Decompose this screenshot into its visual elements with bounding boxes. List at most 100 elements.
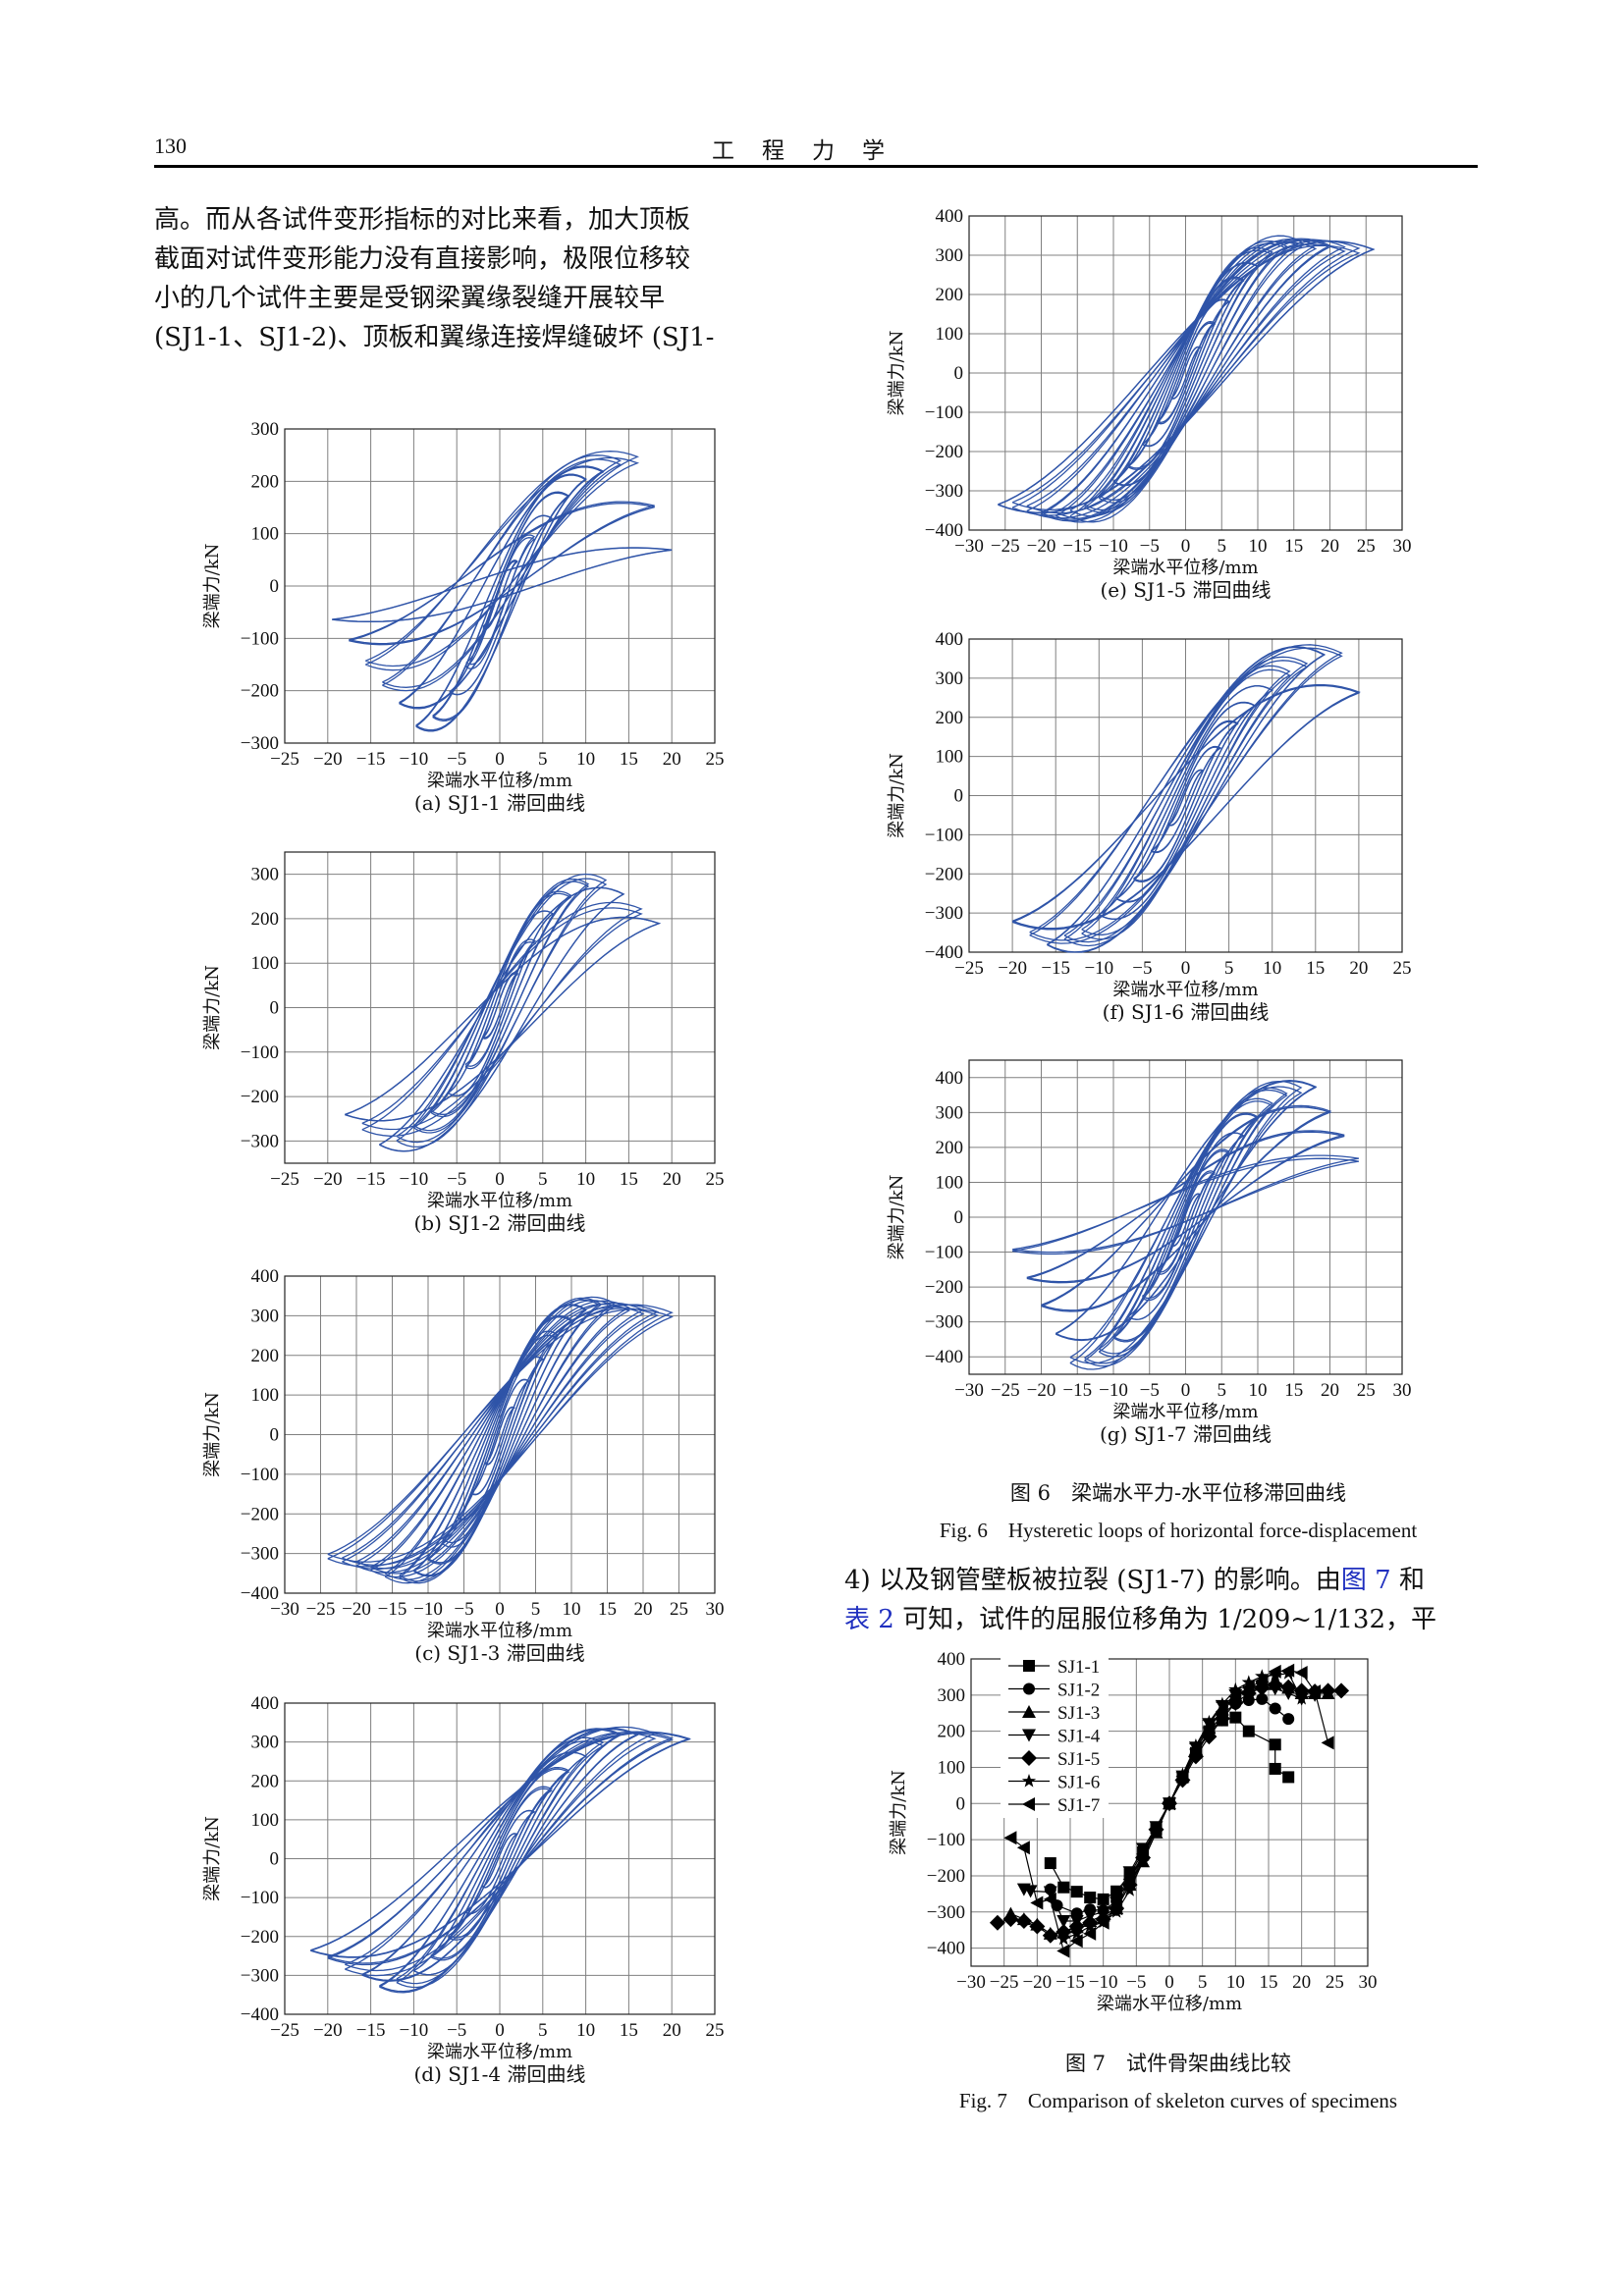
hysteresis-cycle-20: [1011, 684, 1361, 930]
y-tick-label: −400: [927, 1939, 965, 1959]
x-tick-label: −15: [1056, 1972, 1085, 1993]
legend-label: SJ1-4: [1057, 1727, 1101, 1747]
x-tick-label: −25: [306, 1599, 336, 1620]
y-tick-label: −100: [925, 825, 963, 845]
x-tick-label: −25: [990, 1972, 1019, 1993]
data-point: [1070, 1886, 1083, 1898]
y-tick-label: 400: [251, 1266, 280, 1287]
data-point: [1056, 1944, 1070, 1958]
y-tick-label: −300: [925, 903, 963, 924]
y-tick-label: −300: [241, 1965, 279, 1986]
hysteresis-cycle-26: [998, 240, 1376, 513]
data-point: [1242, 1725, 1255, 1737]
x-tick-label: 0: [1181, 958, 1191, 979]
x-tick-label: 15: [1260, 1972, 1278, 1993]
figure6-caption-en: Fig. 6 Hysteretic loops of horizontal fo…: [939, 1519, 1418, 1542]
x-tick-label: 30: [706, 1599, 725, 1620]
y-tick-label: −300: [925, 481, 963, 502]
body-text-span: 和: [1390, 1566, 1425, 1595]
x-tick-label: 30: [1393, 536, 1412, 557]
legend-entry: SJ1-3: [1008, 1703, 1100, 1724]
x-tick-label: 0: [1164, 1972, 1174, 1993]
x-tick-label: 10: [576, 1169, 595, 1190]
hysteresis-cycle-10: [415, 474, 587, 731]
hysteresis-cycle-14: [382, 454, 623, 692]
hysteresis-cycle-16: [361, 1728, 639, 1982]
x-tick-label: −20: [313, 1169, 343, 1190]
x-tick-label: 25: [1357, 1380, 1376, 1401]
x-tick-label: 25: [706, 749, 725, 770]
plot-frame: [968, 1059, 1403, 1375]
y-axis-title: 梁端力/kN: [889, 1770, 909, 1855]
data-point: [1280, 1679, 1297, 1695]
data-point: [1215, 1704, 1228, 1719]
hysteresis-loops: [1011, 644, 1361, 953]
x-tick-label: −15: [1062, 536, 1092, 557]
y-tick-label: 200: [936, 708, 964, 728]
hysteresis-cycle-12: [1081, 665, 1291, 940]
x-tick-label: −25: [991, 1380, 1020, 1401]
x-axis-title: 梁端水平位移/mm: [427, 771, 572, 791]
data-point: [1136, 1846, 1150, 1861]
data-point: [1056, 1914, 1071, 1928]
x-tick-label: −25: [270, 749, 299, 770]
header-rule: [154, 165, 1478, 168]
hysteresis-loops: [310, 1726, 691, 1994]
x-tick-label: 15: [598, 1599, 617, 1620]
data-point: [1241, 1675, 1256, 1688]
data-point: [1321, 1735, 1334, 1750]
y-tick-label: 400: [936, 629, 964, 650]
x-tick-label: −5: [454, 1599, 473, 1620]
data-point: [1267, 1677, 1283, 1693]
y-tick-label: 100: [938, 1757, 966, 1778]
hysteresis-cycle-4: [1156, 1172, 1217, 1273]
y-tick-label: 0: [954, 786, 964, 807]
plot-frame: [968, 215, 1403, 531]
legend-marker-triangle-down-icon: [1022, 1729, 1036, 1742]
hysteresis-cycle-22: [1026, 239, 1346, 519]
x-tick-label: 25: [1357, 536, 1376, 557]
figure7-link[interactable]: 图 7: [1340, 1566, 1391, 1595]
y-axis-title: 梁端力/kN: [887, 753, 907, 838]
x-axis-title: 梁端水平位移/mm: [427, 1621, 572, 1641]
x-tick-label: 15: [1284, 536, 1303, 557]
y-tick-label: 0: [270, 998, 280, 1019]
hysteresis-cycle-20: [1041, 1104, 1332, 1312]
data-point: [1188, 1742, 1202, 1757]
y-axis-title: 梁端力/kN: [202, 1816, 223, 1901]
y-tick-label: −300: [241, 1131, 279, 1151]
data-point: [1042, 1927, 1058, 1944]
legend-label: SJ1-1: [1057, 1657, 1100, 1678]
y-tick-label: 400: [936, 206, 964, 227]
hysteresis-loops: [345, 873, 662, 1152]
legend-background: [1001, 1655, 1109, 1818]
y-tick-label: −100: [241, 1888, 279, 1908]
data-point: [989, 1914, 1005, 1931]
x-axis-title: 梁端水平位移/mm: [1112, 980, 1258, 1000]
body-line: 小的几个试件主要是受钢梁翼缘裂缝开展较早: [154, 284, 666, 313]
y-tick-label: −200: [925, 442, 963, 462]
data-point: [1015, 1912, 1032, 1929]
journal-title: 工程力学: [712, 138, 912, 164]
data-point: [1016, 1841, 1030, 1855]
table2-link[interactable]: 表 2: [844, 1605, 894, 1634]
data-point: [1084, 1892, 1097, 1904]
x-tick-label: 15: [1284, 1380, 1303, 1401]
x-tick-label: 5: [538, 749, 548, 770]
y-axis-title: 梁端力/kN: [202, 965, 223, 1050]
x-tick-label: 5: [1218, 1380, 1227, 1401]
x-tick-label: 20: [663, 1169, 681, 1190]
hysteresis-cycle-4: [465, 537, 536, 666]
y-tick-label: −200: [925, 864, 963, 884]
x-tick-label: −25: [270, 2020, 299, 2041]
x-tick-label: −5: [447, 749, 466, 770]
legend-label: SJ1-7: [1057, 1795, 1100, 1816]
data-point: [1030, 1896, 1044, 1910]
y-tick-label: 0: [956, 1793, 966, 1814]
data-point: [1083, 1919, 1098, 1933]
hysteresis-cycle-16: [361, 907, 643, 1131]
x-axis-title: 梁端水平位移/mm: [1112, 558, 1258, 578]
x-tick-label: −20: [1027, 1380, 1056, 1401]
x-tick-label: 25: [706, 1169, 725, 1190]
